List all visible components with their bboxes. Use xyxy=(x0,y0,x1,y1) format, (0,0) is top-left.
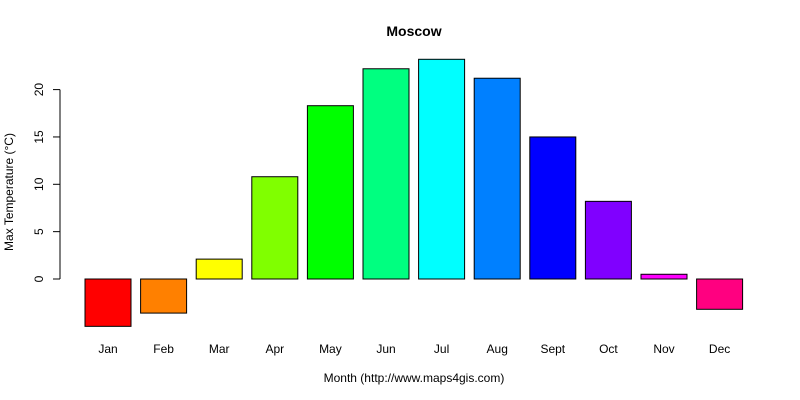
x-tick-label: Sept xyxy=(540,342,565,356)
x-tick-label: May xyxy=(319,342,342,356)
x-tick-label: Nov xyxy=(653,342,674,356)
x-tick-labels: Jan Feb Mar Apr May Jun Jul Aug Sept Oct Nov Dec xyxy=(98,342,730,356)
bar-aug xyxy=(473,77,521,280)
bar-mar xyxy=(195,258,243,280)
x-tick-label: Oct xyxy=(599,342,618,356)
y-axis-label: Max Temperature (°C) xyxy=(2,133,16,251)
bar-nov xyxy=(640,273,688,280)
bar-jun xyxy=(362,68,410,280)
bar-apr xyxy=(251,176,299,280)
bar-jul xyxy=(418,58,466,280)
x-tick-label: Feb xyxy=(153,342,174,356)
chart-title: Moscow xyxy=(386,23,441,39)
bar-oct xyxy=(584,200,632,280)
x-tick-label: Jul xyxy=(434,342,449,356)
y-tick-label: 20 xyxy=(32,83,46,97)
y-tick-label: 10 xyxy=(32,177,46,191)
y-tick-label: 5 xyxy=(32,228,46,235)
x-tick-label: Aug xyxy=(487,342,508,356)
x-tick-label: Dec xyxy=(709,342,730,356)
y-tick-label: 15 xyxy=(32,130,46,144)
y-tick-label: 0 xyxy=(32,275,46,282)
x-tick-label: Apr xyxy=(265,342,284,356)
x-tick-label: Mar xyxy=(209,342,230,356)
bars-group xyxy=(84,58,744,327)
bar-jan xyxy=(84,278,132,327)
x-tick-label: Jan xyxy=(98,342,117,356)
x-axis-label: Month (http://www.maps4gis.com) xyxy=(324,371,505,385)
bar-sept xyxy=(529,136,577,280)
x-tick-label: Jun xyxy=(376,342,395,356)
y-axis: 0 5 10 15 20 xyxy=(32,83,61,282)
bar-feb xyxy=(140,278,188,314)
bar-dec xyxy=(696,278,744,310)
bar-may xyxy=(306,105,354,280)
